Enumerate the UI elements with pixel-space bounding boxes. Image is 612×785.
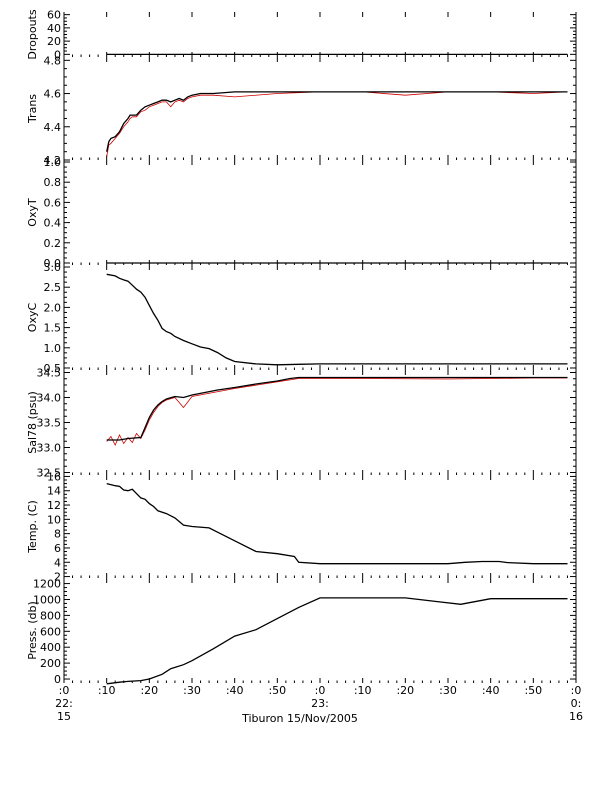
y-tick-label: 1.0 xyxy=(44,342,62,355)
y-tick-label: 0.6 xyxy=(44,196,62,209)
x-tick-label: :30 xyxy=(183,684,201,697)
y-tick-label: 2 xyxy=(54,571,61,584)
y-tick-label: 400 xyxy=(40,641,61,654)
y-tick-label: 800 xyxy=(40,609,61,622)
y-axis-label: Sal78 (psu) xyxy=(26,391,39,454)
y-tick-label: 32.5 xyxy=(37,467,62,480)
panel-oxyc: 0.5 1.0 1.5 2.0 2.5 3.0 OxyC xyxy=(26,261,577,375)
y-tick-label: 16 xyxy=(47,470,61,483)
x-tick-label: :10 xyxy=(98,684,116,697)
y-tick-label: 33.0 xyxy=(37,442,62,455)
y-tick-label: 12 xyxy=(47,499,61,512)
y-tick-label: 200 xyxy=(40,657,61,670)
y-axis-label: Trans xyxy=(26,94,39,124)
x-tick-label: :20 xyxy=(140,684,158,697)
y-tick-label: 10 xyxy=(47,513,61,526)
y-axis-label: OxyT xyxy=(26,198,39,227)
panel-oxyt: 0.0 0.2 0.4 0.6 0.8 1.0 OxyT xyxy=(26,156,577,270)
x-axis: :0 22: 15 :10 :20 :30 :40 :50 :0 23: :10 :20 :30 :40:… xyxy=(55,684,583,723)
x-tick-label: :0 23: xyxy=(311,684,329,710)
y-tick-label: 20 xyxy=(47,35,61,48)
y-tick-label: 4.4 xyxy=(44,121,62,134)
x-tick-label: :40 xyxy=(482,684,500,697)
y-tick-label: 34.5 xyxy=(37,367,62,380)
y-tick-label: 4.8 xyxy=(44,54,62,67)
x-tick-label: :0 22: 15 xyxy=(55,684,73,723)
y-tick-label: 0 xyxy=(54,673,61,686)
y-tick-label: 0.5 xyxy=(44,362,62,375)
x-tick-label: :0 0: 16 xyxy=(569,684,583,723)
y-tick-label: 1.0 xyxy=(44,156,62,169)
series-line-temp-c xyxy=(106,482,568,565)
y-tick-label: 1.5 xyxy=(44,322,62,335)
chart-panels: 0204060Dropouts4.24.44.64.8Trans0.00.20.… xyxy=(26,9,577,686)
y-tick-label: 34.0 xyxy=(37,392,62,405)
x-tick-label: :30 xyxy=(439,684,457,697)
y-tick-label: 1000 xyxy=(33,593,61,606)
y-tick-label: 3.0 xyxy=(44,261,62,274)
y-tick-label: 0.0 xyxy=(44,257,62,270)
y-tick-label: 40 xyxy=(47,22,61,35)
series-line-raw-sal78-psu xyxy=(106,377,568,446)
series-line-press-db xyxy=(106,597,568,685)
y-axis-label: Temp. (C) xyxy=(26,500,39,554)
y-axis-label: Press. (db) xyxy=(26,601,39,660)
panel-sal78-psu: 32.5 33.0 33.5 34.0 34.5 Sal78 (psu) xyxy=(26,367,577,480)
y-tick-label: 14 xyxy=(47,485,61,498)
y-tick-label: 0 xyxy=(54,48,61,61)
x-tick-label: :50 xyxy=(524,684,542,697)
y-tick-label: 0.2 xyxy=(44,237,62,250)
x-tick-label: :40 xyxy=(226,684,244,697)
y-tick-label: 4 xyxy=(54,556,61,569)
y-tick-label: 2.0 xyxy=(44,301,62,314)
y-tick-label: 60 xyxy=(47,9,61,22)
x-tick-label: :50 xyxy=(268,684,286,697)
panel-trans: 4.2 4.4 4.6 4.8 Trans xyxy=(26,54,577,167)
y-axis-label: Dropouts xyxy=(26,9,39,59)
y-tick-label: 4.6 xyxy=(44,88,62,101)
x-axis-label: Tiburon 15/Nov/2005 xyxy=(241,712,358,725)
series-line-raw-trans xyxy=(106,91,568,157)
x-tick-label: :10 xyxy=(354,684,372,697)
y-tick-label: 2.5 xyxy=(44,281,62,294)
y-tick-label: 4.2 xyxy=(44,154,62,167)
y-tick-label: 0.8 xyxy=(44,176,62,189)
series-line-oxyc xyxy=(106,273,568,366)
series-line-sal78-psu xyxy=(106,376,568,441)
y-axis-label: OxyC xyxy=(26,303,39,333)
y-tick-label: 6 xyxy=(54,542,61,555)
y-tick-label: 0.4 xyxy=(44,217,62,230)
x-tick-label: :20 xyxy=(396,684,414,697)
y-tick-label: 33.5 xyxy=(37,417,62,430)
series-line-trans xyxy=(106,91,568,152)
y-tick-label: 1200 xyxy=(33,578,61,591)
y-tick-label: 600 xyxy=(40,625,61,638)
y-tick-label: 8 xyxy=(54,528,61,541)
panel-press-db: 0 200 400 600 800 1000 1200 Press. (db) xyxy=(26,578,577,686)
